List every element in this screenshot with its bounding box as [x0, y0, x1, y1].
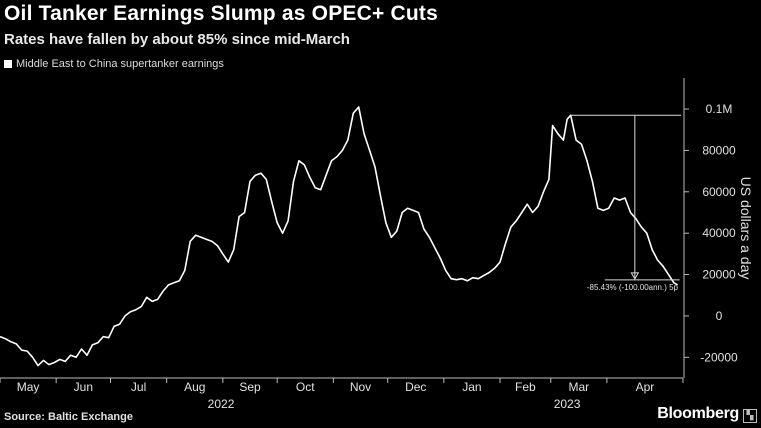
- chart-subtitle: Rates have fallen by about 85% since mid…: [4, 31, 350, 48]
- x-tick-label: Apr: [636, 380, 655, 394]
- y-tick-label: 60000: [702, 185, 736, 199]
- y-tick-label: 0.1M: [706, 102, 733, 116]
- legend-swatch: [4, 60, 12, 68]
- bloomberg-chart-icon: ▚: [743, 409, 757, 423]
- x-tick-label: Nov: [350, 380, 371, 394]
- x-tick-label: Aug: [184, 380, 205, 394]
- y-tick-label: 40000: [702, 226, 736, 240]
- annotation-label: -85.43% (-100.00ann.) 5p: [587, 283, 679, 292]
- series-line: [0, 106, 678, 367]
- x-tick-label: Jan: [462, 380, 481, 394]
- x-tick-label: Dec: [405, 380, 426, 394]
- x-year-label: 2023: [554, 397, 581, 411]
- x-tick-label: Jul: [131, 380, 146, 394]
- y-axis-label: US dollars a day: [738, 177, 754, 280]
- x-tick-label: May: [17, 380, 40, 394]
- x-tick-label: Jun: [74, 380, 93, 394]
- y-tick-label: 80000: [702, 143, 736, 157]
- chart-title: Oil Tanker Earnings Slump as OPEC+ Cuts: [4, 2, 438, 25]
- annotation-arrow-head: [630, 272, 640, 280]
- legend-label: Middle East to China supertanker earning…: [16, 58, 224, 70]
- y-tick-label: -20000: [700, 350, 738, 364]
- x-tick-label: Oct: [296, 380, 315, 394]
- y-tick-label: 20000: [702, 268, 736, 282]
- x-tick-label: Mar: [568, 380, 589, 394]
- x-tick-label: Feb: [515, 380, 536, 394]
- x-tick-label: Sep: [239, 380, 261, 394]
- y-tick-label: 0: [716, 309, 723, 323]
- bloomberg-logo: Bloomberg: [657, 405, 739, 422]
- source-note: Source: Baltic Exchange: [4, 411, 133, 423]
- x-year-label: 2022: [208, 397, 235, 411]
- legend: Middle East to China supertanker earning…: [4, 58, 224, 70]
